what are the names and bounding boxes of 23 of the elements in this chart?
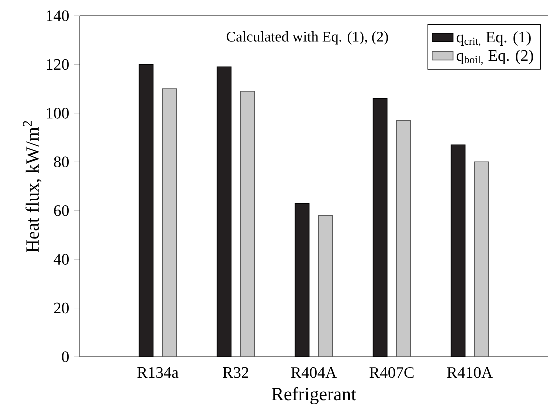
annotation: Calculated with Eq. (1), (2) — [226, 32, 388, 45]
x-tick-label: R32 — [223, 367, 248, 378]
legend-label: q$_{boil,}$ Eq. (2) — [456, 50, 534, 66]
bar — [396, 120, 412, 358]
x-tick-label: R407C — [370, 367, 414, 378]
bar — [240, 91, 256, 358]
y-tick-label: 140 — [47, 10, 69, 22]
y-tick-label: 80 — [54, 156, 69, 168]
legend-label: q$_{crit,}$ Eq. (1) — [456, 31, 531, 47]
x-tick-label: R410A — [447, 367, 493, 378]
y-tick-label: 20 — [54, 302, 69, 314]
y-tick-label: 40 — [54, 254, 69, 265]
y-axis-title: Heat flux, kW/m$^{2}$ — [23, 121, 42, 253]
y-tick-label: 0 — [62, 352, 69, 362]
y-tick-label: 100 — [47, 108, 69, 119]
x-tick-label: R404A — [291, 367, 337, 378]
x-tick-label: R134a — [138, 367, 179, 378]
x-axis-title: Refrigerant — [272, 387, 356, 405]
y-tick-label: 120 — [47, 59, 69, 70]
bar — [162, 88, 178, 358]
bar — [474, 162, 490, 358]
y-tick-label: 60 — [54, 205, 69, 216]
bar — [318, 215, 334, 358]
